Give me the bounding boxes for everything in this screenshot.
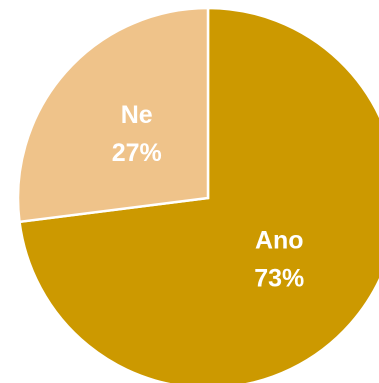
slice-value-label: 27% — [112, 139, 162, 167]
pie-slice — [16, 6, 210, 224]
slice-value-label: 73% — [254, 264, 304, 292]
slice-label: Ano — [255, 226, 304, 254]
pie-slice — [18, 6, 379, 383]
slice-label: Ne — [121, 101, 153, 129]
